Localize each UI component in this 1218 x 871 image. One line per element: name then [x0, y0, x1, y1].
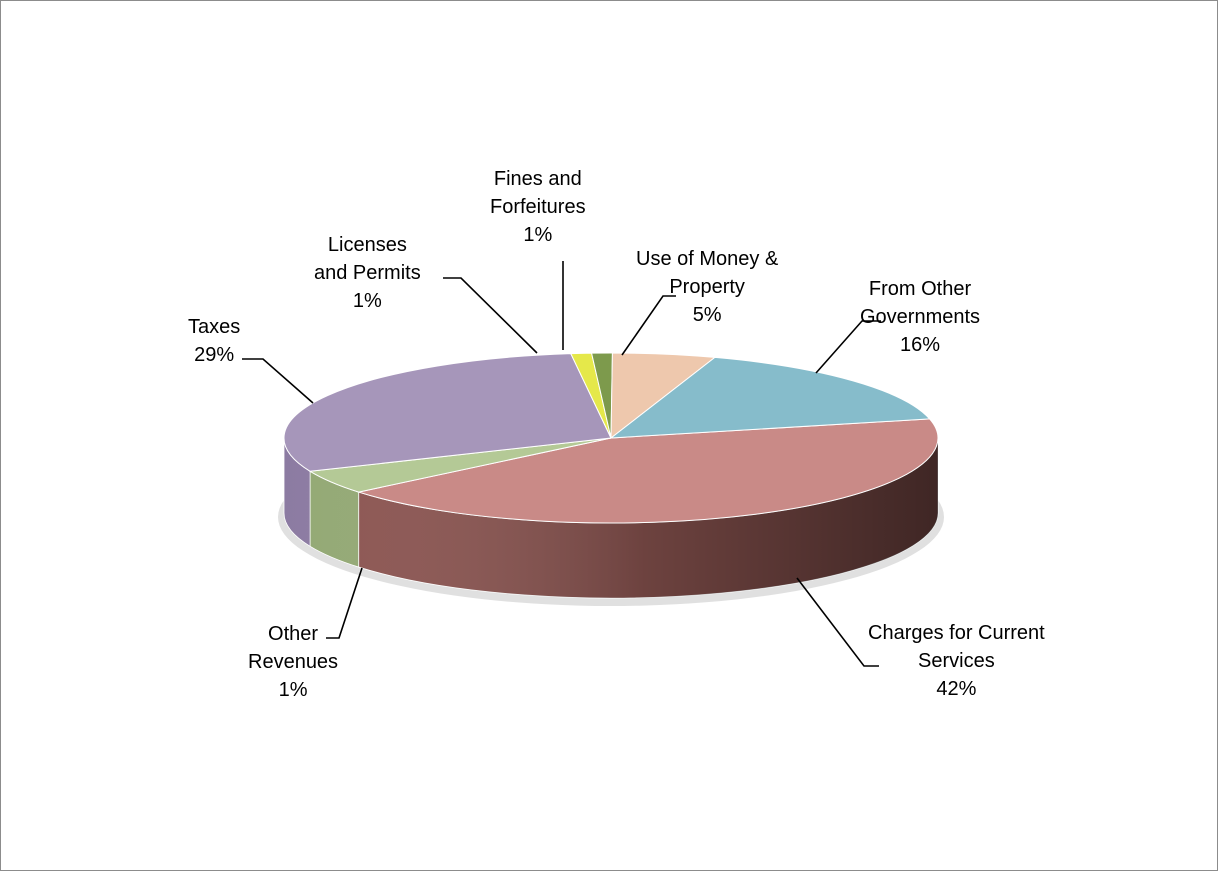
pie-slice-taxes — [283, 353, 612, 472]
pie-slice-charges-for-current-services — [356, 418, 939, 524]
label-taxes: Taxes 29% — [188, 316, 241, 366]
label-fines-and-forfeitures: Fines and Forfeitures 1% — [490, 168, 586, 246]
label-from-other-governments: From Other Governments 16% — [860, 278, 981, 356]
leader-line-taxes — [242, 358, 314, 404]
leader-line-charges-for-current-services — [796, 577, 879, 667]
label-use-of-money-and-property: Use of Money & Property 5% — [636, 248, 779, 326]
leader-line-other-revenues — [326, 567, 363, 639]
pie-slice-from-other-governments — [609, 356, 931, 439]
leader-line-use-of-money-and-property — [621, 295, 676, 356]
label-licenses-and-permits: Licenses and Permits 1% — [314, 234, 421, 312]
pie-side-shading — [284, 438, 938, 598]
leader-line-licenses-and-permits — [443, 277, 538, 354]
label-other-revenues: Other Revenues 1% — [248, 623, 339, 701]
leader-line-from-other-governments — [815, 320, 881, 374]
label-charges-for-current-services: Charges for Current Services 42% — [868, 622, 1045, 700]
